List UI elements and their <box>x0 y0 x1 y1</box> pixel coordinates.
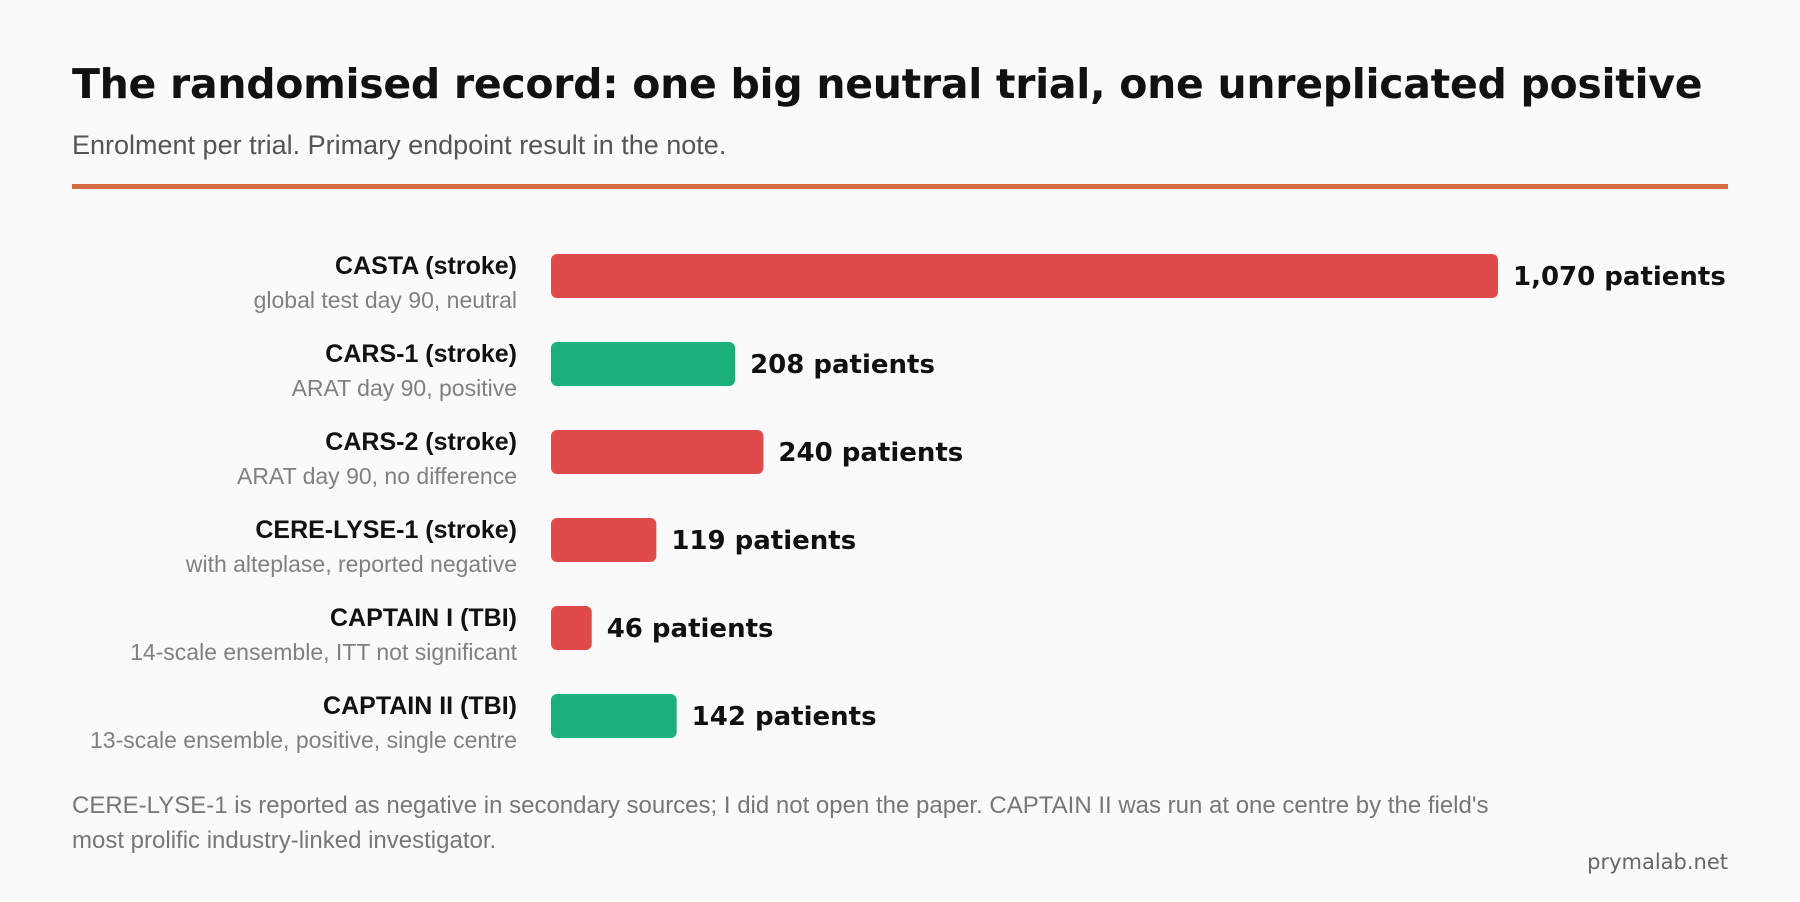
value-label: 208 patients <box>750 350 935 380</box>
category-sublabel: with alteplase, reported negative <box>185 551 517 577</box>
value-label: 119 patients <box>671 526 856 556</box>
category-label: CAPTAIN II (TBI) <box>323 692 517 720</box>
category-label: CASTA (stroke) <box>335 252 517 280</box>
value-label: 240 patients <box>778 438 963 468</box>
category-sublabel: ARAT day 90, positive <box>292 375 517 401</box>
bar-row: CARS-2 (stroke) ARAT day 90, no differenc… <box>237 428 963 489</box>
bar <box>551 254 1498 298</box>
bar <box>551 342 736 386</box>
source-credit: prymalab.net <box>1587 850 1728 874</box>
bar-row: CAPTAIN II (TBI) 13-scale ensemble, posit… <box>90 692 877 753</box>
category-label: CAPTAIN I (TBI) <box>330 604 517 632</box>
category-sublabel: ARAT day 90, no difference <box>237 463 517 489</box>
bar-row: CARS-1 (stroke) ARAT day 90, positive 208 … <box>292 340 935 401</box>
category-label: CARS-1 (stroke) <box>325 340 517 368</box>
category-label: CARS-2 (stroke) <box>325 428 517 456</box>
title-divider <box>72 184 1728 189</box>
bar-row: CAPTAIN I (TBI) 14-scale ensemble, ITT no… <box>130 604 773 665</box>
bar-row: CERE-LYSE-1 (stroke) with alteplase, repo… <box>185 516 856 577</box>
bar <box>551 606 592 650</box>
value-label: 46 patients <box>607 614 774 644</box>
bar <box>551 430 764 474</box>
bar-chart: CASTA (stroke) global test day 90, neutra… <box>90 252 1726 753</box>
chart-subtitle: Enrolment per trial. Primary endpoint re… <box>72 130 727 160</box>
bar-row: CASTA (stroke) global test day 90, neutra… <box>254 252 1726 313</box>
value-label: 142 patients <box>692 702 877 732</box>
category-sublabel: 13-scale ensemble, positive, single cent… <box>90 727 517 753</box>
category-label: CERE-LYSE-1 (stroke) <box>255 516 517 544</box>
chart-title: The randomised record: one big neutral t… <box>72 60 1703 108</box>
bar <box>551 694 677 738</box>
category-sublabel: global test day 90, neutral <box>254 287 517 313</box>
footnote: CERE-LYSE-1 is reported as negative in s… <box>72 792 1489 854</box>
category-sublabel: 14-scale ensemble, ITT not significant <box>130 639 518 665</box>
value-label: 1,070 patients <box>1513 262 1726 292</box>
bar <box>551 518 657 562</box>
